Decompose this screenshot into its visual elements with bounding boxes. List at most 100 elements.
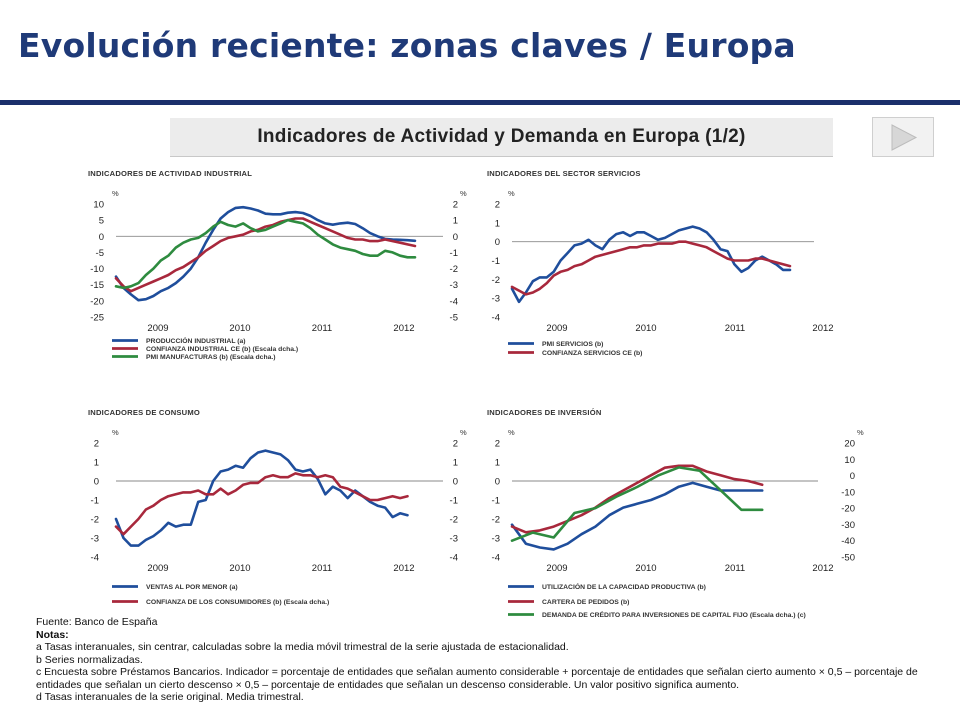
panel-0-legend-label-2: PMI MANUFACTURAS (b) (Escala dcha.): [146, 354, 276, 361]
panel-3-legend-label-1: CARTERA DE PEDIDOS (b): [542, 599, 629, 606]
panel-0-ytick-left: 5: [99, 216, 104, 227]
section-header: Indicadores de Actividad y Demanda en Eu…: [170, 118, 833, 157]
panel-1-ytick-left: -3: [492, 294, 500, 305]
panel-3-ytick-right: 0: [850, 471, 855, 482]
panel-2-legend-label-0: VENTAS AL POR MENOR (a): [146, 584, 238, 591]
panel-1-xtick: 2011: [725, 323, 745, 334]
panel-1-ytick-left: -2: [492, 275, 500, 286]
panel-1-legend-label-1: CONFIANZA SERVICIOS CE (b): [542, 350, 642, 357]
note-a: a Tasas interanuales, sin centrar, calcu…: [36, 641, 569, 653]
panel-2-ytick-left: -2: [91, 515, 99, 526]
panel-0-series-2: [114, 218, 417, 290]
panel-1-ytick-left: 1: [495, 218, 500, 229]
panel-2-ytick-left: 0: [94, 477, 99, 488]
charts-area: INDICADORES DE ACTIVIDAD INDUSTRIAL% %105…: [88, 169, 864, 619]
panel-3-xtick: 2009: [546, 563, 567, 574]
panel-3-legend-label-0: UTILIZACIÓN DE LA CAPACIDAD PRODUCTIVA (…: [542, 582, 706, 591]
panel-0-series-1: [114, 217, 417, 293]
panel-1-series-1: [510, 240, 792, 296]
notes-block: Fuente: Banco de España Notas: a Tasas i…: [36, 616, 946, 704]
panel-1-ytick-left: -4: [492, 313, 500, 324]
panel-1-legend-label-0: PMI SERVICIOS (b): [542, 341, 603, 348]
panel-3-xtick: 2012: [812, 563, 833, 574]
panel-3-xtick: 2011: [725, 563, 745, 574]
panel-2-xtick: 2011: [312, 563, 332, 574]
panel-1-xtick: 2009: [546, 323, 567, 334]
note-b: b Series normalizadas.: [36, 653, 143, 666]
panel-0-xtick: 2009: [147, 323, 168, 334]
panel-3-ytick-left: 1: [495, 458, 500, 469]
panel-2-ytick-right: -2: [450, 515, 458, 526]
panel-2-ytick-left: -3: [91, 534, 99, 545]
panel-2-ytick-left: 1: [94, 458, 99, 469]
panel-2-ytick-right: 0: [453, 477, 458, 488]
panel-1-ytick-left: -1: [492, 256, 500, 267]
panel-1-xtick: 2010: [635, 323, 656, 334]
panel-2-ytick-left: 2: [94, 439, 99, 450]
panel-2-xtick: 2010: [229, 563, 250, 574]
page-title: Evolución reciente: zonas claves / Europ…: [18, 26, 796, 65]
panel-0-xtick: 2010: [229, 323, 250, 334]
panel-2-ytick-right: -1: [450, 496, 458, 507]
panel-3-unit-left: %: [508, 428, 515, 437]
panel-0-ytick-left: -10: [90, 264, 104, 275]
panel-3-ytick-right: -50: [841, 553, 855, 564]
panel-0-unit-left: %: [112, 189, 119, 198]
panel-3-ytick-right: -20: [841, 504, 855, 515]
panel-3-ytick-left: -4: [492, 553, 500, 564]
panel-0-ytick-right: -1: [450, 248, 458, 259]
panel-0-ytick-right: -5: [450, 313, 458, 324]
panel-2-ytick-right: -4: [450, 553, 458, 564]
panel-0-ytick-right: -4: [450, 296, 458, 307]
panel-0-ytick-right: 1: [453, 216, 458, 227]
notes-heading: Notas:: [36, 628, 69, 641]
panel-2-ytick-left: -1: [91, 496, 99, 507]
panel-1-series-0: [510, 225, 792, 304]
title-divider: [0, 100, 960, 105]
panel-3-ytick-left: -3: [492, 534, 500, 545]
panel-3-ytick-right: -10: [841, 487, 855, 498]
panel-3-ytick-left: -1: [492, 496, 500, 507]
panel-2-ytick-right: 2: [453, 439, 458, 450]
play-triangle-icon: [891, 124, 918, 151]
panel-0-ytick-right: 0: [453, 232, 458, 243]
panel-2-unit-right: %: [460, 428, 467, 437]
panel-3-series-2: [510, 466, 764, 543]
panel-0-ytick-right: -3: [450, 280, 458, 291]
panel-0-legend-label-0: PRODUCCIÓN INDUSTRIAL (a): [146, 336, 246, 345]
panel-1-xtick: 2012: [812, 323, 833, 334]
panel-3-unit-right: %: [857, 428, 864, 437]
panel-2-title: INDICADORES DE CONSUMO: [88, 408, 200, 417]
panel-1-ytick-left: 0: [495, 237, 500, 248]
panel-2-legend-label-1: CONFIANZA DE LOS CONSUMIDORES (b) (Escal…: [146, 599, 329, 606]
next-slide-button[interactable]: [872, 117, 934, 157]
panel-0-ytick-left: -15: [90, 280, 104, 291]
panel-2-series-1: [114, 472, 409, 536]
panel-1-unit-left: %: [508, 189, 515, 198]
panel-0-ytick-left: 0: [99, 232, 104, 243]
panel-0-xtick: 2011: [312, 323, 332, 334]
panel-0-ytick-left: -25: [90, 313, 104, 324]
panel-3-ytick-left: 0: [495, 477, 500, 488]
panel-2-ytick-right: -3: [450, 534, 458, 545]
panel-3-ytick-right: 20: [844, 439, 855, 450]
panel-2-unit-left: %: [112, 428, 119, 437]
panel-0-xtick: 2012: [393, 323, 414, 334]
panel-0-series-0: [114, 205, 417, 302]
panel-3-ytick-right: 10: [844, 455, 855, 466]
panel-3-ytick-right: -30: [841, 520, 855, 531]
panel-3-xtick: 2010: [635, 563, 656, 574]
panel-2-ytick-right: 1: [453, 458, 458, 469]
panel-1-title: INDICADORES DEL SECTOR SERVICIOS: [487, 169, 641, 178]
panel-0-ytick-right: 2: [453, 200, 458, 211]
note-d: d Tasas interanuales de la serie origina…: [36, 691, 304, 703]
panel-3-series-1: [510, 464, 764, 534]
panel-0-ytick-left: 10: [93, 200, 104, 211]
panel-1-ytick-left: 2: [495, 200, 500, 211]
panel-2-xtick: 2012: [393, 563, 414, 574]
panel-3-ytick-left: -2: [492, 515, 500, 526]
note-c: c Encuesta sobre Préstamos Bancarios. In…: [36, 666, 918, 691]
section-subtitle: Indicadores de Actividad y Demanda en Eu…: [257, 126, 746, 147]
panel-0-unit-right: %: [460, 189, 467, 198]
panel-0-ytick-left: -5: [96, 248, 104, 259]
